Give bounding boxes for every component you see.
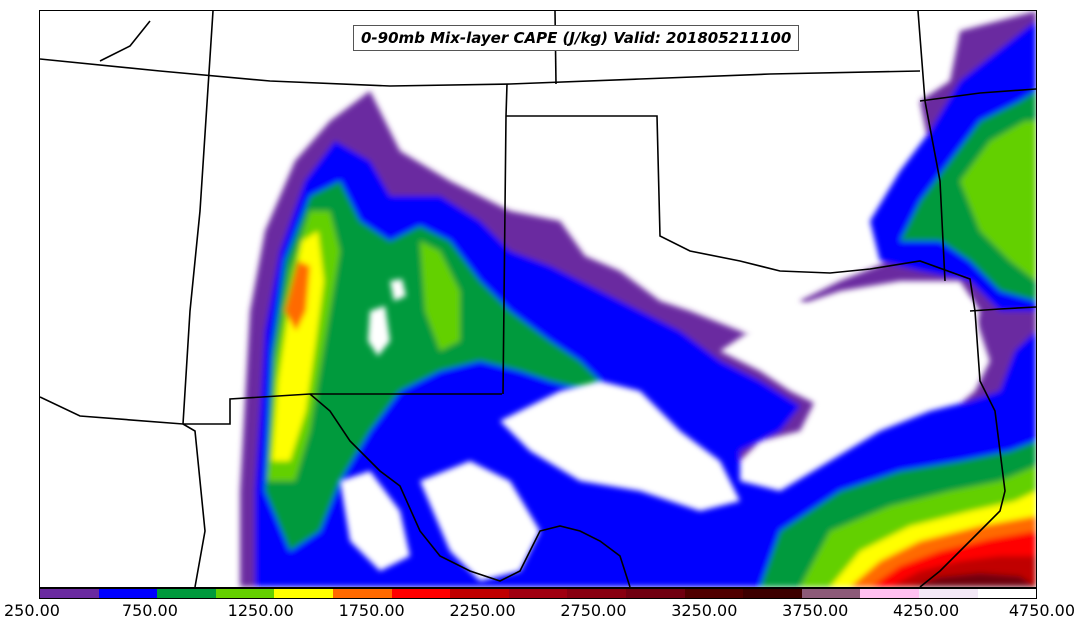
colorbar-tick-label: 2750.00 — [560, 601, 627, 620]
colorbar-segment — [332, 589, 392, 598]
colorbar-segment — [98, 589, 158, 598]
colorbar-segment — [860, 589, 919, 598]
colorbar-segment — [157, 589, 216, 598]
colorbar-tick-label: 3250.00 — [671, 601, 738, 620]
map-title: 0-90mb Mix-layer CAPE (J/kg) Valid: 2018… — [353, 25, 800, 51]
colorbar-segment — [625, 589, 685, 598]
colorbar-segment — [918, 589, 978, 598]
colorbar-tick-label: 1750.00 — [338, 601, 405, 620]
colorbar-segment — [508, 589, 568, 598]
colorbar-segment — [450, 589, 509, 598]
colorbar-segment — [40, 589, 99, 598]
colorbar-tick-label: 3750.00 — [782, 601, 849, 620]
cape-fill — [240, 11, 1036, 587]
cape-map — [40, 11, 1036, 587]
colorbar — [39, 588, 1037, 599]
colorbar-segment — [684, 589, 744, 598]
colorbar-tick-label: 250.00 — [4, 601, 60, 620]
colorbar-tick-label: 750.00 — [121, 601, 178, 620]
boundaries — [40, 11, 1036, 587]
colorbar-tick-label: 4250.00 — [893, 601, 960, 620]
colorbar-tick-label: 4750.00 — [1008, 601, 1075, 620]
colorbar-segment — [977, 589, 1037, 598]
colorbar-tick-label: 1250.00 — [227, 601, 294, 620]
colorbar-segment — [215, 589, 275, 598]
colorbar-segment — [391, 589, 451, 598]
colorbar-segment — [567, 589, 626, 598]
colorbar-segment — [743, 589, 802, 598]
colorbar-segment — [274, 589, 333, 598]
map-panel: 0-90mb Mix-layer CAPE (J/kg) Valid: 2018… — [39, 10, 1037, 588]
colorbar-tick-label: 2250.00 — [449, 601, 516, 620]
colorbar-segment — [801, 589, 861, 598]
no-cape-areas — [340, 279, 980, 581]
